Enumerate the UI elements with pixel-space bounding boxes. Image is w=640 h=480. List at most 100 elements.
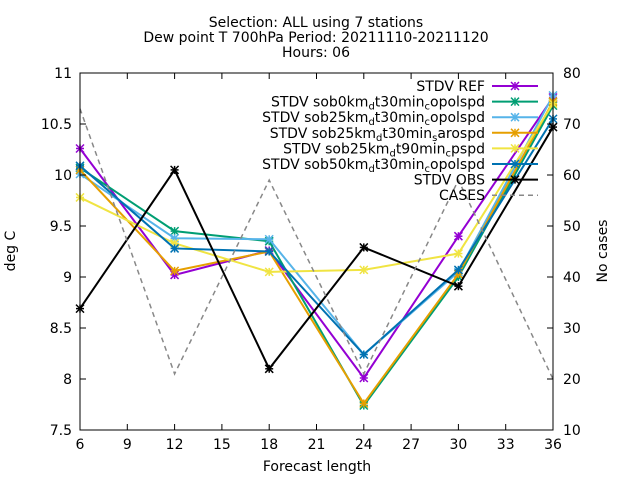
legend-label-part: c (425, 102, 431, 113)
legend-label-6: STDV OBS (414, 173, 485, 189)
series-6-point-1 (170, 165, 180, 175)
legend-label-part: STDV sob50km (262, 157, 368, 173)
legend-marker-3 (510, 128, 520, 138)
legend-label-part: c (425, 117, 431, 128)
series-3-point-1 (170, 266, 180, 276)
series-4-point-4 (453, 249, 463, 259)
series-line-5 (79, 118, 554, 356)
x-tick-label-4: 18 (260, 437, 278, 453)
legend-label-part: arospd (437, 126, 485, 142)
legend-label-part: STDV sob0km (271, 95, 368, 111)
legend-label-part: STDV REF (416, 79, 485, 95)
series-line-2 (79, 94, 554, 356)
legend-marker-2 (510, 112, 520, 122)
y2-tick-label-6: 70 (563, 117, 581, 133)
series-5-point-2 (264, 246, 274, 257)
y-tick-label-0: 7.5 (50, 423, 72, 439)
legend-label-7: CASES (439, 188, 485, 204)
x-tick-label-2: 12 (166, 437, 184, 453)
legend-label-part: t30min (382, 126, 432, 142)
series-line-6 (79, 126, 554, 371)
x-tick-label-10: 36 (544, 437, 562, 453)
legend-label-part: t30min (375, 95, 425, 111)
legend-label-part: opolspd (430, 95, 485, 111)
legend-marker-4 (510, 143, 520, 153)
legend-label-part: t30min (375, 110, 425, 126)
series-6-point-2 (264, 364, 274, 374)
series-0-point-4 (453, 231, 463, 241)
legend-label-part: s (432, 133, 437, 144)
legend-label-part: STDV sob25km (262, 110, 368, 126)
x-tick-label-6: 24 (355, 437, 373, 453)
legend-item-1: STDV sob0kmdt30mincopolspd (271, 95, 538, 113)
series-1-point-1 (170, 226, 180, 236)
y2-tick-label-4: 50 (563, 219, 581, 235)
y-tick-label-3: 9 (63, 270, 72, 286)
legend-label-1: STDV sob0kmdt30mincopolspd (271, 95, 485, 113)
axes-layer: 6 9 12 15 18 21 24 27 30 33 36 7.5 8 8.5 9 9.5 10 10.5 11 1… (41, 66, 581, 453)
y-axis-label: deg C (3, 230, 19, 271)
y2-tick-label-3: 40 (563, 270, 581, 286)
legend-label-part: CASES (439, 188, 485, 204)
legend-label-part: STDV OBS (414, 173, 485, 189)
series-5-point-4 (453, 265, 463, 275)
legend-label-part: t90min (396, 141, 446, 157)
legend-marker-6 (510, 175, 520, 185)
y2-axis-label: No cases (595, 220, 611, 283)
series-6-point-4 (453, 281, 463, 291)
series-line-7 (79, 108, 554, 380)
y-tick-label-5: 10 (54, 168, 72, 184)
y2-tick-label-0: 10 (563, 423, 581, 439)
x-axis-label: Forecast length (263, 459, 371, 475)
series-line-1 (79, 105, 554, 408)
x-tick-label-8: 30 (449, 437, 467, 453)
legend-label-2: STDV sob25kmdt30mincopolspd (262, 110, 485, 128)
legend-marker-1 (510, 97, 520, 107)
legend-label-part: d (368, 102, 374, 113)
legend-label-part: STDV sob25km (283, 141, 389, 157)
legend-label-part: opolspd (430, 157, 485, 173)
legend-label-part: d (368, 164, 374, 175)
legend-label-3: STDV sob25kmdt30minsarospd (270, 126, 485, 144)
legend-item-0: STDV REF (416, 79, 538, 95)
legend-item-5: STDV sob50kmdt30mincopolspd (262, 157, 538, 175)
y2-tick-label-5: 60 (563, 168, 581, 184)
legend-marker-5 (510, 159, 520, 169)
series-0-point-1 (170, 270, 180, 280)
legend-item-2: STDV sob25kmdt30mincopolspd (262, 110, 538, 128)
series-7 (79, 108, 554, 380)
legend-marker-0 (510, 81, 520, 91)
legend-label-part: opolspd (430, 110, 485, 126)
x-tick-label-3: 15 (213, 437, 231, 453)
series-4-point-3 (359, 265, 369, 275)
y-tick-label-2: 8.5 (50, 321, 72, 337)
legend-item-4: STDV sob25kmdt90mincpspd (283, 141, 538, 159)
y2-tick-label-1: 20 (563, 372, 581, 388)
y-tick-label-4: 9.5 (50, 219, 72, 235)
legend-item-3: STDV sob25kmdt30minsarospd (270, 126, 538, 144)
legend-label-4: STDV sob25kmdt90mincpspd (283, 141, 485, 159)
title-line-2: Dew point T 700hPa Period: 20211110-2021… (143, 30, 488, 46)
legend-label-0: STDV REF (416, 79, 485, 95)
y-tick-label-1: 8 (63, 372, 72, 388)
x-tick-label-7: 27 (402, 437, 420, 453)
x-tick-label-9: 33 (497, 437, 515, 453)
legend-label-part: c (425, 164, 431, 175)
series-5-point-1 (170, 243, 180, 253)
legend-item-7: CASES (439, 188, 538, 204)
x-tick-label-5: 21 (308, 437, 326, 453)
series-4-point-2 (264, 267, 274, 277)
legend-label-part: d (368, 117, 374, 128)
x-tick-label-0: 6 (76, 437, 85, 453)
legend-label-part: d (376, 133, 382, 144)
series-3-point-3 (359, 398, 369, 409)
y2-tick-label-7: 80 (563, 66, 581, 82)
legend-item-6: STDV OBS (414, 173, 538, 189)
legend-label-part: d (389, 148, 395, 159)
series-2-point-2 (264, 234, 274, 244)
legend-label-5: STDV sob50kmdt30mincopolspd (262, 157, 485, 175)
x-tick-label-1: 9 (123, 437, 132, 453)
legend-label-part: pspd (451, 141, 485, 157)
